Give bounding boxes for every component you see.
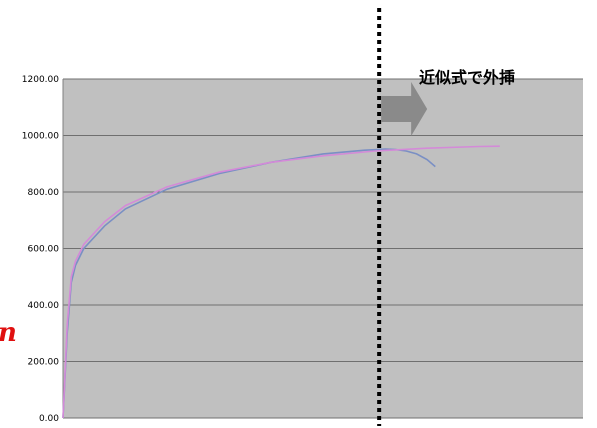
y-tick-label: 0.00: [39, 414, 59, 424]
y-tick-label: 200.00: [28, 358, 60, 368]
y-tick-label: 800.00: [28, 188, 60, 198]
y-tick-label: 600.00: [28, 245, 60, 255]
annotation-extrapolate: 近似式で外挿: [419, 68, 516, 87]
series-line-2: [62, 145, 500, 419]
y-tick-label: 1200.00: [22, 75, 59, 85]
side-glyph-fragment: n: [0, 318, 17, 348]
arrow-right-icon: [381, 82, 428, 136]
y-tick-label: 1000.00: [22, 132, 59, 142]
y-tick-label: 400.00: [28, 301, 60, 311]
